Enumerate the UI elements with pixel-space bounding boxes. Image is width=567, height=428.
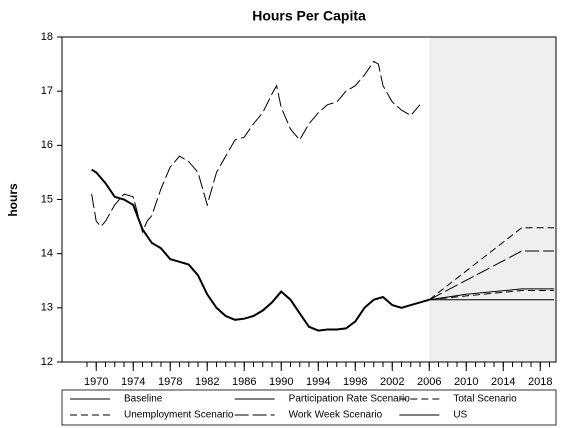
legend-label: Work Week Scenario bbox=[289, 410, 383, 421]
x-tick-label: 2002 bbox=[380, 376, 404, 388]
y-tick-label: 16 bbox=[41, 139, 53, 151]
series-line bbox=[428, 227, 555, 301]
legend-label: Unemployment Scenario bbox=[124, 410, 234, 421]
forecast-shade bbox=[429, 37, 556, 362]
x-tick-label: 1982 bbox=[195, 376, 219, 388]
series-line bbox=[429, 288, 555, 301]
x-tick-label: 2010 bbox=[454, 376, 478, 388]
y-axis-label: hours bbox=[6, 183, 20, 217]
x-tick-label: 1994 bbox=[306, 376, 330, 388]
x-tick-label: 1978 bbox=[158, 376, 182, 388]
y-tick-label: 13 bbox=[41, 302, 53, 314]
y-tick-label: 15 bbox=[41, 193, 53, 205]
legend-label: US bbox=[453, 410, 467, 421]
x-tick-label: 1998 bbox=[343, 376, 367, 388]
x-tick-label: 2018 bbox=[528, 376, 552, 388]
x-tick-label: 1990 bbox=[269, 376, 293, 388]
x-tick-label: 1970 bbox=[84, 376, 108, 388]
x-tick-label: 2014 bbox=[491, 376, 515, 388]
legend-label: Total Scenario bbox=[453, 394, 517, 405]
y-tick-label: 18 bbox=[41, 31, 53, 43]
series-line bbox=[91, 168, 430, 332]
y-tick-label: 12 bbox=[41, 356, 53, 368]
legend-box bbox=[61, 389, 557, 426]
legend-label: Participation Rate Scenario bbox=[289, 394, 411, 405]
legend-label: Baseline bbox=[124, 394, 163, 405]
x-tick-label: 1986 bbox=[232, 376, 256, 388]
series-line bbox=[429, 250, 555, 301]
y-tick-label: 17 bbox=[41, 85, 53, 97]
x-tick-label: 2006 bbox=[417, 376, 441, 388]
x-tick-label: 1974 bbox=[121, 376, 145, 388]
y-tick-label: 14 bbox=[41, 248, 53, 260]
chart-title: Hours Per Capita bbox=[252, 8, 366, 24]
series-line bbox=[91, 60, 421, 234]
